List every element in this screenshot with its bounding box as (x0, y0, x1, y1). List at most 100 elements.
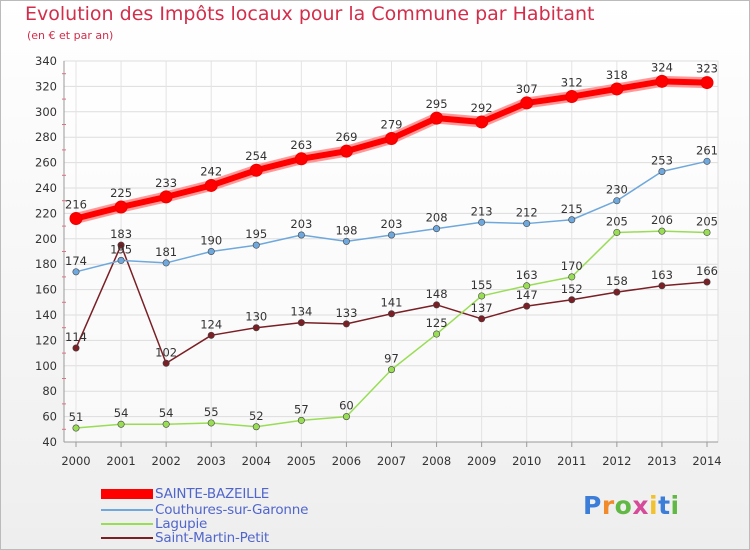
series-point (520, 96, 534, 110)
data-label: 155 (471, 278, 493, 292)
data-label: 215 (561, 202, 583, 216)
chart-title: Evolution des Impôts locaux pour la Comm… (25, 3, 595, 25)
chart-subtitle: (en € et par an) (27, 29, 114, 42)
x-tick-label: 2010 (512, 454, 541, 468)
data-label: 52 (249, 409, 264, 423)
data-label: 205 (696, 214, 718, 228)
y-tick-label: 240 (35, 181, 57, 195)
series-point (117, 241, 125, 249)
axes: 40 60 80 100 120 140 160 180 200 220 240 260 280 300 3… (35, 54, 722, 468)
series-point (252, 241, 260, 249)
data-label: 307 (516, 82, 538, 96)
legend-swatch (101, 489, 153, 499)
data-label: 213 (471, 204, 493, 218)
data-label: 148 (426, 287, 448, 301)
x-tick-label: 2008 (422, 454, 451, 468)
y-tick-label: 40 (42, 435, 57, 449)
data-label: 312 (561, 76, 583, 90)
series-point (568, 273, 576, 281)
data-label: 54 (114, 406, 129, 420)
y-tick-label: 200 (35, 232, 57, 246)
data-label: 292 (471, 101, 493, 115)
data-label: 141 (381, 296, 403, 310)
series-point (297, 231, 305, 239)
series-point (700, 76, 714, 90)
series-point (72, 344, 80, 352)
series-point (117, 256, 125, 264)
data-label: 170 (561, 259, 583, 273)
data-label: 114 (65, 330, 87, 344)
legend-swatch (101, 509, 153, 511)
legend-label: Saint-Martin-Petit (155, 530, 269, 546)
data-label: 318 (606, 68, 628, 82)
data-label: 163 (516, 268, 538, 282)
y-tick-label: 140 (35, 308, 57, 322)
series-point (658, 167, 666, 175)
series-point (117, 420, 125, 428)
data-labels: 114 183 102 124 130 134 133 141 148 137 147 152 158 1… (65, 60, 718, 424)
x-tick-label: 2000 (61, 454, 90, 468)
series-point (610, 82, 624, 96)
data-label: 124 (200, 317, 222, 331)
data-label: 134 (290, 305, 312, 319)
data-label: 203 (290, 217, 312, 231)
series-point (658, 227, 666, 235)
x-tick-label: 2004 (242, 454, 271, 468)
legend-label: SAINTE-BAZEILLE (155, 486, 270, 502)
x-tick-label: 2009 (467, 454, 496, 468)
data-label: 195 (245, 227, 267, 241)
series (69, 74, 714, 432)
data-label: 198 (335, 223, 357, 237)
data-label: 55 (204, 405, 219, 419)
series-point (703, 228, 711, 236)
y-tick-label: 340 (35, 54, 57, 68)
y-tick-label: 80 (42, 384, 57, 398)
logo-letter: o (614, 491, 633, 520)
grid (64, 60, 718, 443)
data-label: 212 (516, 206, 538, 220)
series-point (387, 231, 395, 239)
legend-label: Couthures-sur-Garonne (155, 502, 309, 518)
logo-letter: P (583, 491, 602, 520)
y-tick-label: 280 (35, 130, 57, 144)
data-label: 190 (200, 234, 222, 248)
series-point (433, 225, 441, 233)
legend-item-lagupie: Lagupie (101, 516, 207, 532)
x-tick-label: 2005 (287, 454, 316, 468)
legend-swatch (101, 523, 153, 525)
legend-item-saint-martin-petit: Saint-Martin-Petit (101, 530, 269, 546)
data-label: 263 (290, 138, 312, 152)
data-label: 324 (651, 60, 673, 74)
series-point (613, 228, 621, 236)
data-label: 242 (200, 164, 222, 178)
data-label: 254 (245, 149, 267, 163)
series-point (162, 359, 170, 367)
series-point (655, 74, 669, 88)
series-point (252, 324, 260, 332)
series-point (478, 315, 486, 323)
data-label: 206 (651, 213, 673, 227)
legend-item-sainte-bazeille: SAINTE-BAZEILLE (101, 486, 269, 502)
series-point (342, 320, 350, 328)
data-label: 97 (384, 352, 399, 366)
series-point (475, 115, 489, 129)
series-point (478, 218, 486, 226)
series-point (342, 413, 350, 421)
y-tick-label: 220 (35, 206, 57, 220)
series-point (430, 111, 444, 125)
legend-item-couthures: Couthures-sur-Garonne (101, 502, 308, 518)
x-tick-label: 2011 (557, 454, 586, 468)
series-point (252, 423, 260, 431)
data-label: 279 (381, 117, 403, 131)
data-label: 295 (426, 97, 448, 111)
series-point (523, 302, 531, 310)
data-label: 163 (651, 268, 673, 282)
series-point (613, 197, 621, 205)
series-point (387, 310, 395, 318)
logo-letter: i (670, 491, 680, 520)
data-label: 233 (155, 176, 177, 190)
y-tick-label: 120 (35, 333, 57, 347)
y-tick-label: 60 (42, 410, 57, 424)
data-label: 158 (606, 274, 628, 288)
series-point (342, 237, 350, 245)
